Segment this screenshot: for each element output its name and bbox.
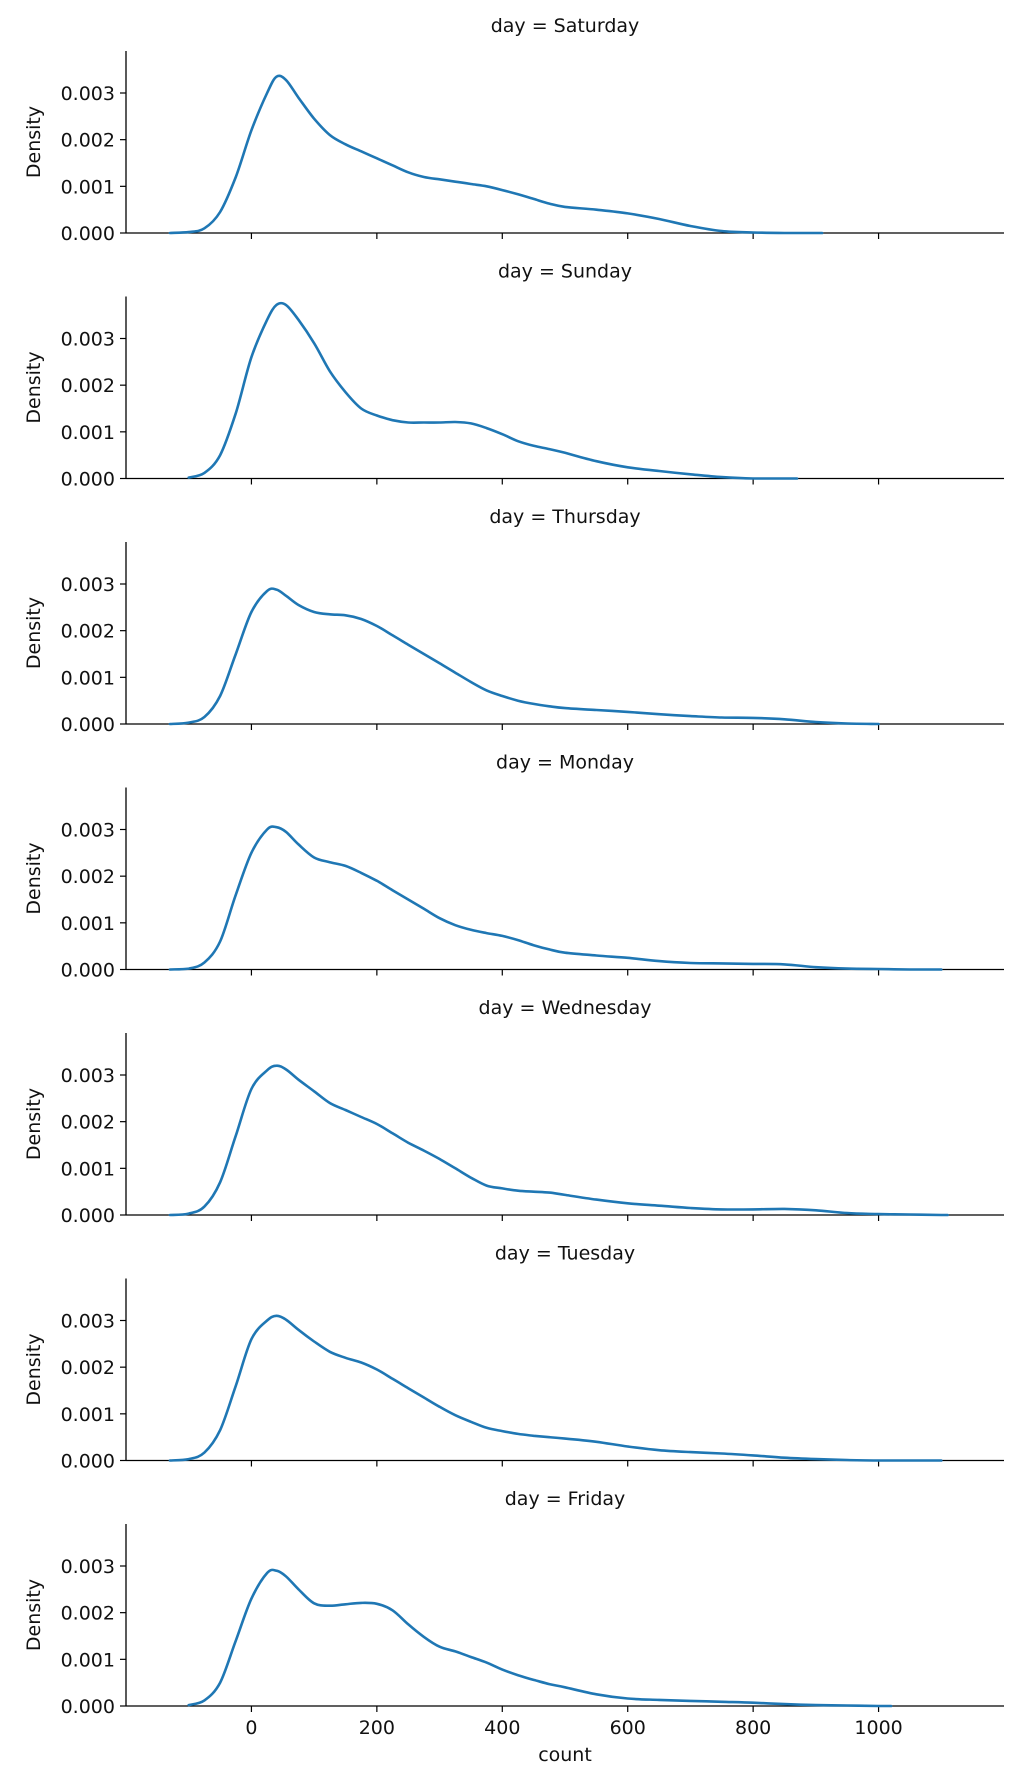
x-axis-label: count — [538, 1744, 592, 1766]
y-tick-label: 0.000 — [61, 1696, 115, 1718]
x-tick-label: 0 — [245, 1717, 257, 1739]
density-line — [168, 825, 943, 971]
y-tick-label: 0.003 — [61, 574, 115, 596]
y-tick-label: 0.001 — [61, 913, 115, 935]
y-axis-label: Density — [23, 106, 45, 178]
y-tick-label: 0.003 — [61, 1065, 115, 1087]
panel-title: day = Wednesday — [479, 997, 652, 1019]
y-tick-label: 0.000 — [61, 1451, 115, 1473]
y-tick-label: 0.003 — [61, 1556, 115, 1578]
panel-title: day = Monday — [496, 752, 634, 774]
density-line — [168, 587, 880, 726]
y-tick-label: 0.002 — [61, 1112, 115, 1134]
y-tick-label: 0.003 — [61, 820, 115, 842]
y-tick-label: 0.003 — [61, 329, 115, 351]
y-tick-label: 0.000 — [61, 714, 115, 736]
y-tick-label: 0.000 — [61, 1205, 115, 1227]
y-tick-label: 0.001 — [61, 667, 115, 689]
density-line — [187, 1568, 893, 1708]
y-tick-label: 0.000 — [61, 223, 115, 245]
panel-title: day = Tuesday — [495, 1243, 635, 1265]
y-tick-label: 0.002 — [61, 1357, 115, 1379]
y-tick-label: 0.001 — [61, 1404, 115, 1426]
x-tick-label: 1000 — [854, 1717, 902, 1739]
x-tick-label: 600 — [610, 1717, 646, 1739]
y-tick-label: 0.001 — [61, 1649, 115, 1671]
y-tick-label: 0.001 — [61, 176, 115, 198]
y-tick-label: 0.002 — [61, 130, 115, 152]
y-axis-label: Density — [23, 842, 45, 914]
y-tick-label: 0.002 — [61, 866, 115, 888]
density-line — [168, 1064, 949, 1217]
y-axis-label: Density — [23, 597, 45, 669]
y-tick-label: 0.003 — [61, 1311, 115, 1333]
x-tick-label: 400 — [484, 1717, 520, 1739]
panel-title: day = Sunday — [498, 261, 632, 283]
y-tick-label: 0.001 — [61, 422, 115, 444]
panel-title: day = Friday — [505, 1488, 626, 1510]
y-axis-label: Density — [23, 1333, 45, 1405]
y-axis-label: Density — [23, 1579, 45, 1651]
y-tick-label: 0.000 — [61, 469, 115, 491]
y-tick-label: 0.003 — [61, 83, 115, 105]
panel-title: day = Thursday — [489, 506, 640, 528]
y-axis-label: Density — [23, 1088, 45, 1160]
density-line — [168, 1314, 943, 1462]
x-tick-label: 200 — [359, 1717, 395, 1739]
y-tick-label: 0.001 — [61, 1158, 115, 1180]
density-line — [187, 301, 799, 480]
panel-title: day = Saturday — [491, 15, 640, 37]
x-tick-label: 800 — [735, 1717, 771, 1739]
y-axis-label: Density — [23, 351, 45, 423]
y-tick-label: 0.002 — [61, 375, 115, 397]
y-tick-label: 0.002 — [61, 621, 115, 643]
y-tick-label: 0.000 — [61, 960, 115, 982]
y-tick-label: 0.002 — [61, 1603, 115, 1625]
density-line — [168, 74, 824, 235]
